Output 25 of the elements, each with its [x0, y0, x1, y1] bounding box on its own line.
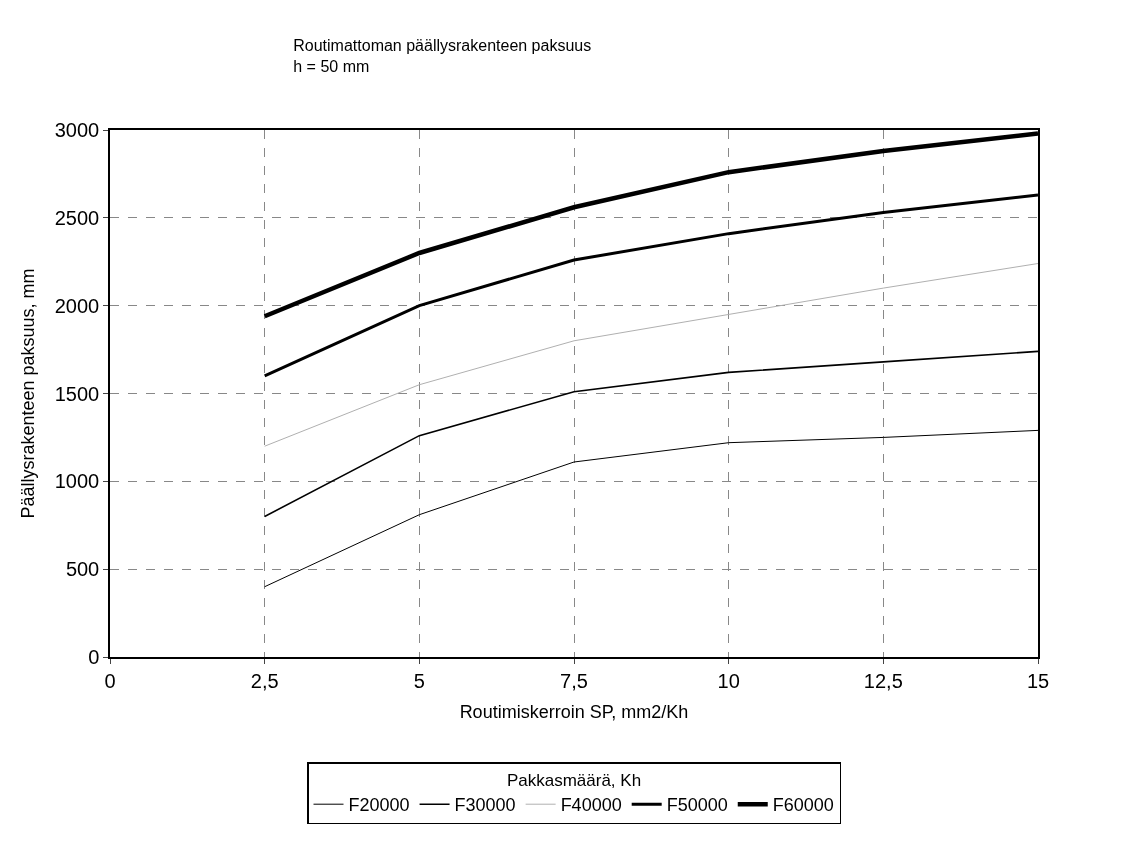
- x-tick-label: 15: [1026, 669, 1050, 692]
- chart-title: Routimattoman päällysrakenteen paksuus: [293, 37, 592, 55]
- x-tick-label: 7,5: [560, 669, 588, 692]
- y-tick-label: 1500: [54, 382, 100, 405]
- y-tick-label: 2000: [54, 294, 100, 317]
- x-tick-label: 0: [104, 669, 116, 692]
- legend-label: F50000: [666, 795, 728, 816]
- legend-label: F60000: [772, 795, 834, 816]
- y-tick-label: 0: [88, 646, 100, 668]
- legend-label: F40000: [560, 795, 622, 816]
- y-axis-title: Päällysrakenteen paksuus, mm: [18, 268, 39, 519]
- y-tick-label: 2500: [54, 206, 100, 229]
- legend-label: F20000: [348, 795, 410, 816]
- x-axis-title: Routimiskerroin SP, mm2/Kh: [459, 702, 689, 723]
- y-tick-label: 1000: [54, 470, 100, 493]
- x-tick-label: 10: [717, 669, 740, 692]
- legend-title: Pakkasmäärä, Kh: [506, 771, 642, 790]
- legend-label: F30000: [454, 795, 516, 816]
- y-tick-label: 3000: [54, 119, 100, 141]
- chart-subtitle: h = 50 mm: [293, 58, 370, 76]
- x-tick-label: 5: [413, 669, 425, 692]
- y-tick-label: 500: [65, 558, 100, 581]
- x-tick-label: 12,5: [863, 669, 903, 692]
- x-tick-label: 2,5: [250, 669, 279, 692]
- line-series: [264, 263, 1038, 447]
